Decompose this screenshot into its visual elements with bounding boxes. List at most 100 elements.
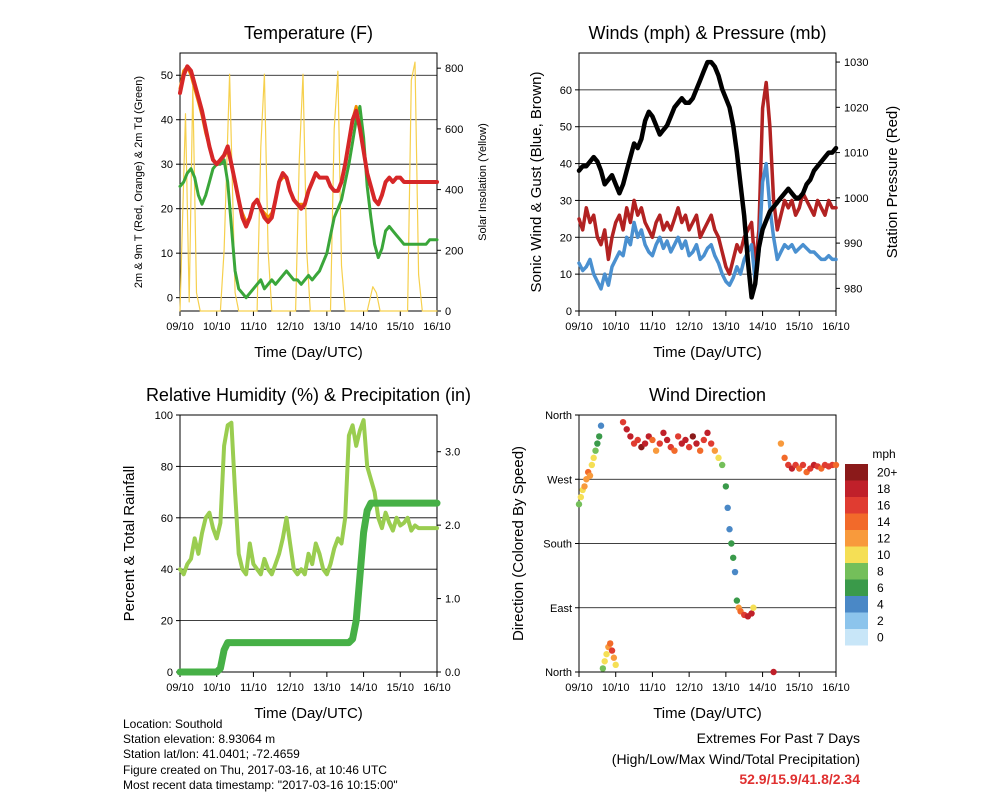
x-tick-label: 10/10	[602, 682, 630, 694]
y2-tick-label: 980	[844, 283, 862, 295]
y-tick-label: 100	[155, 410, 173, 422]
y-tick-label: 80	[161, 461, 173, 473]
legend-label: 18	[877, 482, 891, 496]
x-tick-label: 16/10	[423, 321, 451, 333]
legend-swatch	[845, 563, 868, 580]
plot-frame	[179, 414, 438, 673]
y-axis-label: Percent & Total Rainfall	[121, 466, 138, 622]
wind-direction-point	[586, 472, 594, 479]
legend-swatch	[845, 546, 868, 563]
x-tick-label: 11/10	[639, 682, 666, 694]
wind-direction-point	[799, 461, 807, 469]
y2-tick-label: 800	[445, 63, 463, 75]
wind-direction-point	[575, 501, 583, 508]
wind-direction-point	[610, 654, 618, 661]
y2-tick-label: 1.0	[445, 594, 460, 606]
y2-axis-label: Solar Insolation (Yellow)	[477, 123, 489, 241]
y-tick-label: East	[550, 603, 572, 615]
x-tick-label: 12/10	[276, 321, 304, 333]
wind-direction-point	[722, 483, 730, 490]
x-tick-label: 14/10	[749, 321, 777, 333]
wind-direction-point	[641, 440, 649, 447]
wind-direction-point	[733, 597, 741, 604]
legend-label: 0	[877, 630, 884, 644]
wind-direction-point	[607, 640, 614, 647]
legend-swatch	[845, 464, 868, 481]
wind-direction-point	[693, 440, 700, 447]
precip-series-line	[176, 499, 441, 676]
legend-label: 14	[877, 515, 891, 529]
x-tick-label: 09/10	[565, 682, 593, 694]
wind-direction-point	[718, 461, 726, 469]
footer-created: Figure created on Thu, 2017-03-16, at 10…	[123, 763, 387, 777]
y2-axis-label: Station Pressure (Red)	[884, 106, 901, 259]
x-tick-label: 09/10	[166, 321, 194, 333]
footer-location: Location: Southold	[123, 717, 223, 731]
y2-tick-label: 400	[445, 185, 463, 197]
y-axis-label: Sonic Wind & Gust (Blue, Brown)	[528, 72, 545, 293]
wind-direction-point	[590, 454, 597, 462]
x-tick-label: 12/10	[675, 682, 703, 694]
x-tick-label: 10/10	[602, 321, 630, 333]
chart-title: Wind Direction	[649, 385, 766, 405]
y2-tick-label: 1000	[844, 193, 868, 205]
wind-direction-point	[619, 418, 627, 426]
chart-title: Winds (mph) & Pressure (mb)	[588, 23, 826, 43]
x-tick-label: 16/10	[822, 321, 850, 333]
x-tick-label: 12/10	[675, 321, 703, 333]
wind-direction-point	[689, 433, 697, 440]
legend-label: 20+	[877, 465, 897, 479]
wind-direction-point	[663, 436, 671, 444]
wind-direction-point	[707, 440, 715, 447]
legend-label: 12	[877, 531, 891, 545]
wind-direction-point	[728, 540, 735, 547]
extremes-title: Extremes For Past 7 Days	[696, 730, 860, 746]
temperature-panel: 0 10 20 30 40 50 0 200 400 600 800 09/10 10/10 11/10 1…	[133, 23, 489, 361]
y2-tick-label: 600	[445, 124, 463, 136]
wind-direction-point	[581, 483, 588, 490]
wind-direction-point	[748, 610, 755, 617]
wind-direction-point	[777, 440, 785, 447]
y-tick-label: 10	[560, 269, 572, 281]
y-axis-label: 2m & 9m T (Red, Orange) & 2m Td (Green)	[133, 76, 145, 288]
legend-swatch	[845, 629, 868, 646]
y-tick-label: 40	[161, 115, 173, 127]
x-tick-label: 09/10	[166, 682, 194, 694]
wind-direction-point	[656, 440, 663, 447]
y2-tick-label: 200	[445, 245, 463, 257]
y-tick-label: 60	[161, 513, 173, 525]
legend-swatch	[845, 596, 868, 613]
wind-direction-point	[649, 436, 656, 444]
wind-direction-point	[660, 429, 667, 437]
wind-direction-point	[770, 668, 777, 676]
wind-direction-point	[652, 447, 660, 454]
legend-swatch	[845, 530, 868, 547]
x-tick-label: 11/10	[639, 321, 666, 333]
x-tick-label: 15/10	[786, 682, 814, 694]
wind-direction-point	[715, 454, 722, 462]
speed-colorbar-legend: mph 20+ 18 16 14 12 10 8 6 4 2 0	[845, 447, 897, 646]
rh-series-line	[178, 418, 439, 577]
x-tick-label: 14/10	[749, 682, 777, 694]
legend-label: 4	[877, 597, 884, 611]
x-tick-label: 09/10	[565, 321, 593, 333]
wind-direction-point	[577, 493, 585, 501]
wind-direction-point	[608, 647, 616, 654]
wind-direction-point	[603, 650, 610, 658]
y2-tick-label: 990	[844, 238, 862, 250]
gust-series-line	[577, 80, 838, 276]
solar-series-line	[179, 61, 438, 312]
wind-direction-point	[601, 658, 608, 665]
x-tick-label: 13/10	[712, 682, 740, 694]
winds-pressure-panel: 0102030405060980990100010101020103009/10…	[528, 23, 901, 361]
wind-direction-point	[711, 447, 719, 454]
x-tick-label: 16/10	[423, 682, 451, 694]
x-axis-label: Time (Day/UTC)	[254, 344, 363, 361]
y-tick-label: North	[545, 667, 572, 679]
legend-label: 16	[877, 498, 891, 512]
y2-tick-label: 0	[445, 306, 451, 318]
y-tick-label: 50	[560, 122, 572, 134]
wind-direction-point	[627, 433, 634, 440]
wind-direction-point	[634, 436, 641, 444]
wind-direction-point	[685, 443, 693, 451]
